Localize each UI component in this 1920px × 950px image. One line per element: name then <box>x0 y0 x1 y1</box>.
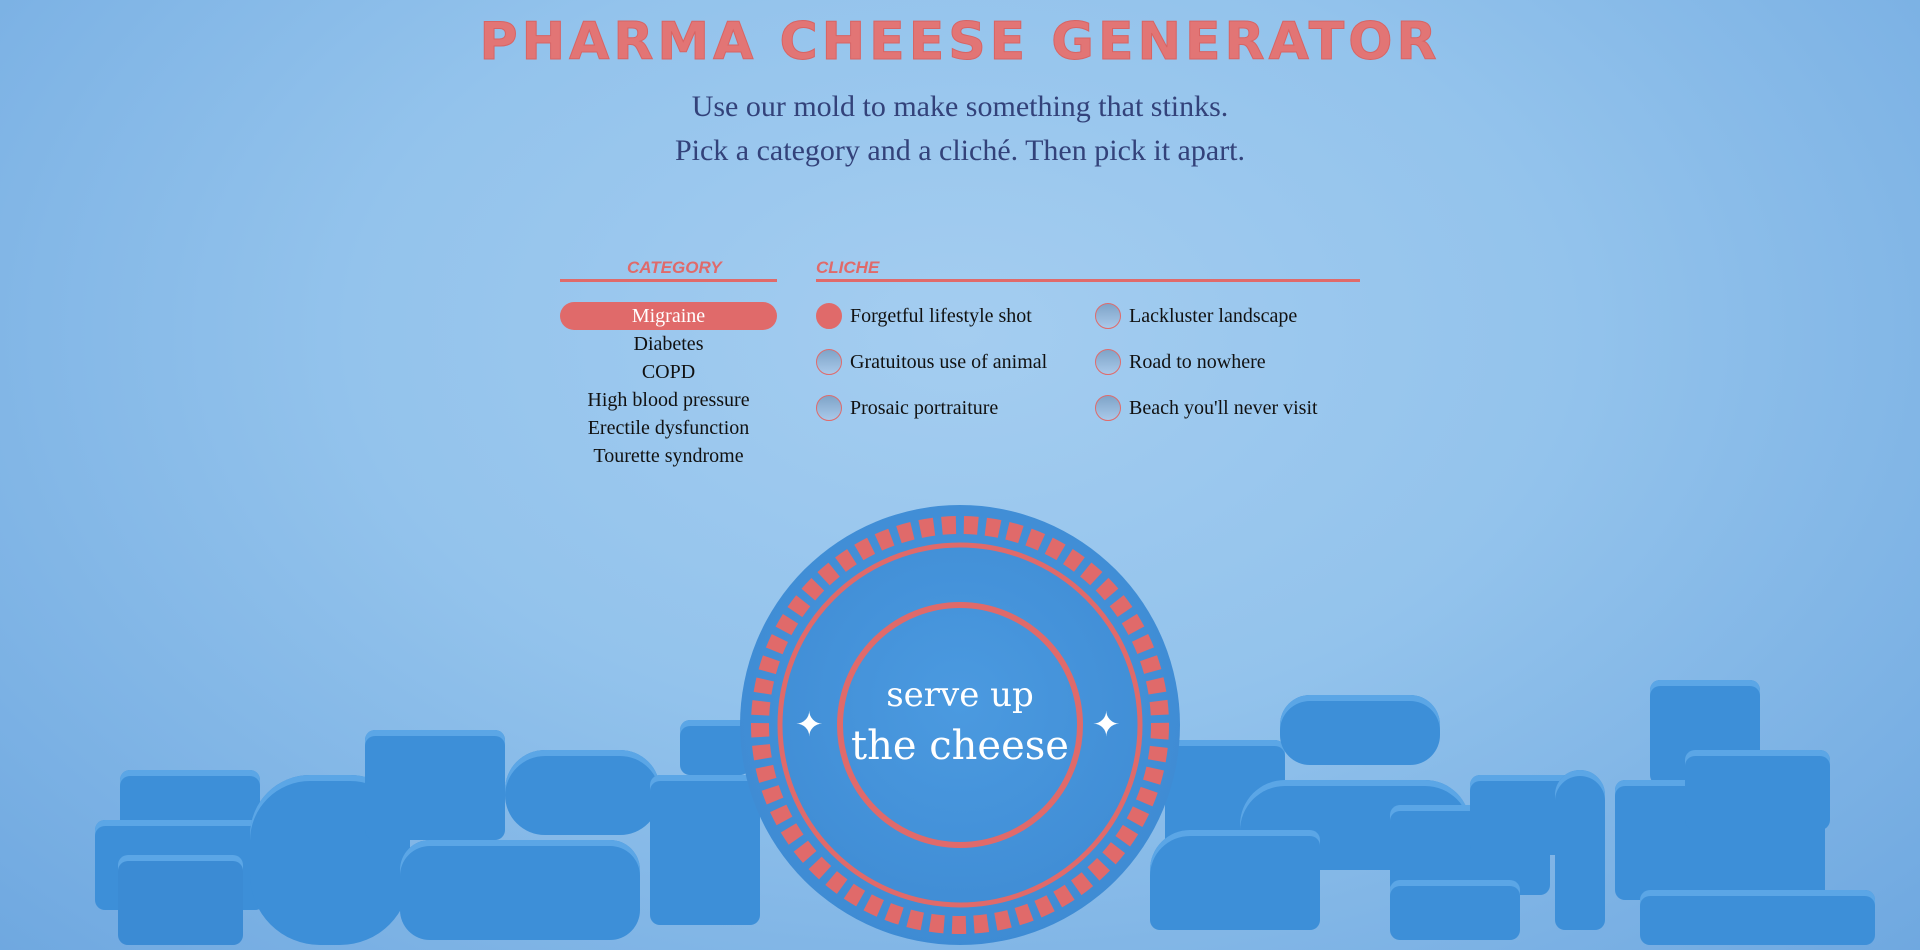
button-text-line-1: serve up <box>886 675 1034 715</box>
cliche-heading: CLICHE <box>816 258 880 277</box>
cliche-label: Beach you'll never visit <box>1129 396 1318 419</box>
serve-up-the-cheese-button[interactable]: ✦ ✦ serve up the cheese <box>740 505 1180 945</box>
radio-icon[interactable] <box>1095 349 1121 375</box>
radio-icon[interactable] <box>816 349 842 375</box>
category-item-erectile-dysfunction[interactable]: Erectile dysfunction <box>587 417 750 439</box>
cliche-label: Prosaic portraiture <box>850 396 999 419</box>
subtitle-line-1: Use our mold to make something that stin… <box>691 90 1229 123</box>
wheel-border-decoration <box>751 516 1169 934</box>
radio-icon[interactable] <box>1095 303 1121 329</box>
radio-icon[interactable] <box>816 395 842 421</box>
page-title: PHARMA CHEESE GENERATOR <box>479 12 1441 73</box>
subtitle-line-2: Pick a category and a cliché. Then pick … <box>674 134 1246 167</box>
category-item-migraine[interactable]: Migraine <box>560 302 777 330</box>
sparkle-left-icon: ✦ <box>795 705 824 745</box>
cliche-option-road-to-nowhere[interactable]: Road to nowhere <box>1095 349 1266 375</box>
cliche-option-gratuitous-use-of-animal[interactable]: Gratuitous use of animal <box>816 349 1047 375</box>
radio-icon[interactable] <box>1095 395 1121 421</box>
category-item-copd[interactable]: COPD <box>641 361 696 383</box>
sparkle-right-icon: ✦ <box>1092 705 1121 745</box>
cliche-label: Gratuitous use of animal <box>850 350 1048 373</box>
cliche-label: Road to nowhere <box>1129 350 1266 373</box>
cliche-label: Lackluster landscape <box>1129 304 1298 327</box>
category-item-diabetes[interactable]: Diabetes <box>633 333 704 355</box>
cliche-option-beach-youll-never-visit[interactable]: Beach you'll never visit <box>1095 395 1318 421</box>
cliche-label: Forgetful lifestyle shot <box>850 304 1032 327</box>
category-divider <box>560 279 777 282</box>
category-item-tourette-syndrome[interactable]: Tourette syndrome <box>593 445 744 467</box>
category-item-high-blood-pressure[interactable]: High blood pressure <box>587 389 750 411</box>
cliche-option-lackluster-landscape[interactable]: Lackluster landscape <box>1095 303 1297 329</box>
cliche-option-forgetful-lifestyle-shot[interactable]: Forgetful lifestyle shot <box>816 303 1032 329</box>
radio-selected-icon[interactable] <box>816 303 842 329</box>
category-heading: CATEGORY <box>627 258 722 277</box>
cliche-divider <box>816 279 1360 282</box>
cliche-option-prosaic-portraiture[interactable]: Prosaic portraiture <box>816 395 998 421</box>
button-text-line-2: the cheese <box>851 723 1069 769</box>
